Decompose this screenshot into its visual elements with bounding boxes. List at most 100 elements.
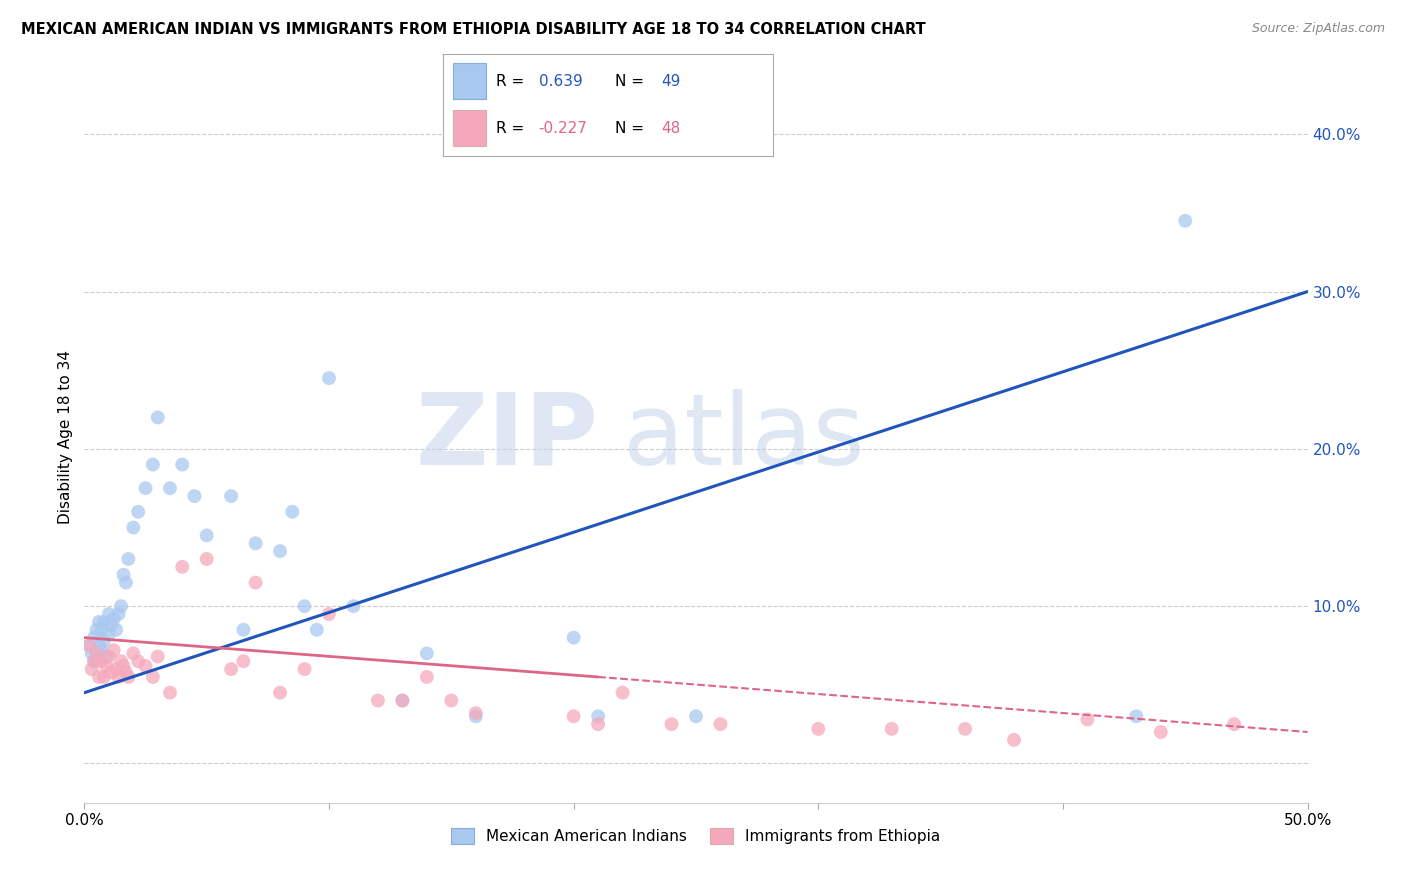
Point — [97, 649, 120, 664]
Point — [1002, 732, 1025, 747]
Bar — [453, 62, 486, 99]
Point — [464, 706, 486, 720]
Text: R =: R = — [496, 74, 529, 88]
Point — [107, 607, 129, 621]
Point — [93, 633, 115, 648]
Point — [86, 623, 108, 637]
Text: -0.227: -0.227 — [538, 121, 588, 136]
Point — [146, 649, 169, 664]
Point — [97, 627, 120, 641]
Point — [112, 659, 135, 673]
Text: 48: 48 — [661, 121, 681, 136]
Point — [183, 489, 205, 503]
Point — [440, 693, 463, 707]
Point — [685, 709, 707, 723]
Text: Source: ZipAtlas.com: Source: ZipAtlas.com — [1251, 22, 1385, 36]
Point — [232, 654, 254, 668]
Point — [83, 654, 105, 668]
Point — [159, 686, 181, 700]
Point — [245, 575, 267, 590]
Point — [103, 612, 125, 626]
Point — [195, 552, 218, 566]
Point — [1125, 709, 1147, 723]
Point — [87, 670, 110, 684]
Point — [86, 646, 108, 660]
Point — [1174, 214, 1197, 228]
Point — [90, 643, 112, 657]
Point — [953, 722, 976, 736]
Point — [103, 643, 125, 657]
Point — [115, 575, 138, 590]
Point — [90, 654, 112, 668]
Point — [586, 709, 609, 723]
Point — [269, 686, 291, 700]
Point — [112, 567, 135, 582]
Point — [281, 505, 304, 519]
Point — [159, 481, 181, 495]
Point — [97, 607, 120, 621]
Point — [586, 717, 609, 731]
Point — [172, 559, 194, 574]
Point — [122, 520, 145, 534]
Point — [122, 646, 145, 660]
Point — [562, 631, 585, 645]
Point — [294, 599, 316, 614]
Point — [86, 649, 108, 664]
Point — [367, 693, 389, 707]
Point — [391, 693, 413, 707]
Point — [83, 654, 105, 668]
Point — [219, 662, 242, 676]
Point — [117, 552, 139, 566]
Point — [562, 709, 585, 723]
Point — [464, 709, 486, 723]
Point — [100, 665, 122, 680]
Text: R =: R = — [496, 121, 529, 136]
Point — [416, 670, 439, 684]
Point — [142, 670, 165, 684]
Point — [96, 659, 118, 673]
Point — [146, 410, 169, 425]
Point — [93, 670, 115, 684]
Point — [318, 607, 340, 621]
Point — [232, 623, 254, 637]
Text: ZIP: ZIP — [415, 389, 598, 485]
Point — [93, 615, 115, 629]
Point — [83, 631, 105, 645]
Point — [77, 639, 100, 653]
Point — [100, 618, 122, 632]
Point — [318, 371, 340, 385]
Point — [110, 654, 132, 668]
Point — [807, 722, 830, 736]
Point — [391, 693, 413, 707]
Point — [1076, 713, 1098, 727]
Point — [416, 646, 439, 660]
Point — [1150, 725, 1173, 739]
Point — [294, 662, 316, 676]
Point — [90, 623, 112, 637]
Point — [87, 639, 110, 653]
Text: 49: 49 — [661, 74, 681, 88]
Point — [80, 662, 103, 676]
Point — [135, 659, 157, 673]
Text: MEXICAN AMERICAN INDIAN VS IMMIGRANTS FROM ETHIOPIA DISABILITY AGE 18 TO 34 CORR: MEXICAN AMERICAN INDIAN VS IMMIGRANTS FR… — [21, 22, 925, 37]
Point — [342, 599, 364, 614]
Point — [661, 717, 683, 731]
Point — [107, 670, 129, 684]
Point — [1223, 717, 1246, 731]
Point — [612, 686, 634, 700]
Point — [87, 615, 110, 629]
Point — [96, 649, 118, 664]
Point — [709, 717, 731, 731]
Point — [127, 505, 149, 519]
Bar — [453, 110, 486, 145]
Point — [135, 481, 157, 495]
Point — [127, 654, 149, 668]
Text: N =: N = — [614, 121, 648, 136]
Y-axis label: Disability Age 18 to 34: Disability Age 18 to 34 — [58, 350, 73, 524]
Point — [305, 623, 328, 637]
Point — [105, 662, 128, 676]
Point — [245, 536, 267, 550]
Point — [269, 544, 291, 558]
Point — [195, 528, 218, 542]
Text: N =: N = — [614, 74, 648, 88]
